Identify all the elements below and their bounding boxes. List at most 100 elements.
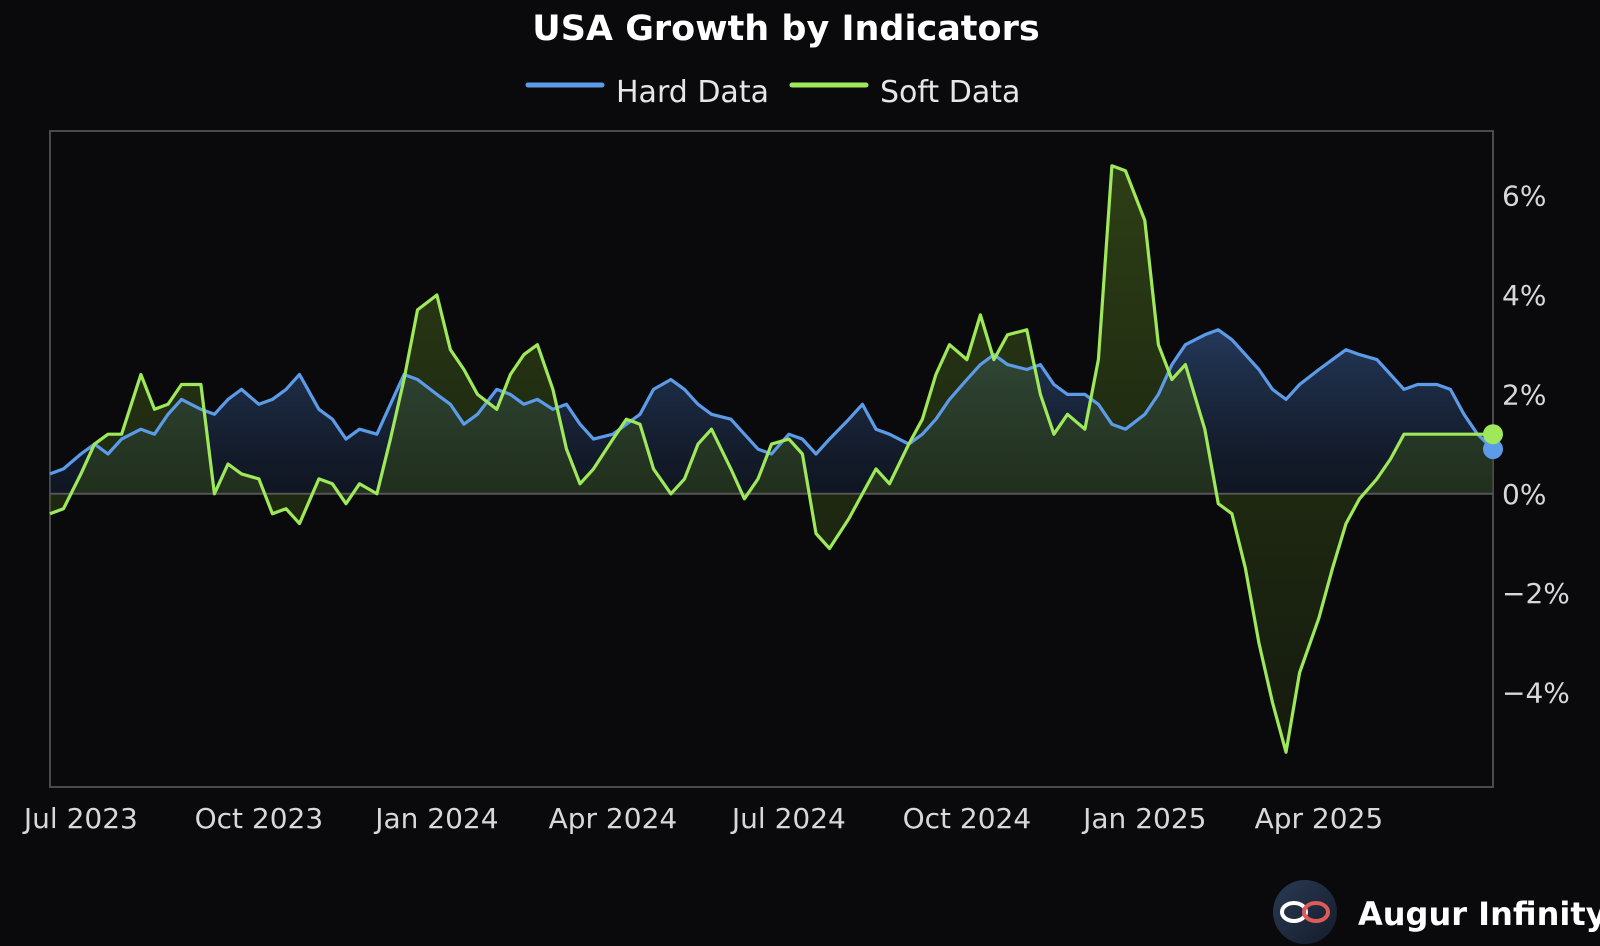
point-hard-data [788, 433, 790, 435]
point-hard-data [743, 433, 745, 435]
point-hard-data [299, 374, 301, 376]
point-soft-data [200, 384, 202, 386]
legend-label-hard-data: Hard Data [616, 75, 769, 110]
point-hard-data [848, 418, 850, 420]
point-hard-data [1039, 364, 1041, 366]
point-hard-data [935, 418, 937, 420]
point-soft-data [154, 408, 156, 410]
point-hard-data [1272, 388, 1274, 390]
point-hard-data [436, 393, 438, 395]
point-hard-data [1318, 369, 1320, 371]
point-soft-data [875, 468, 877, 470]
point-soft-data [1231, 513, 1233, 515]
point-soft-data [1376, 478, 1378, 480]
point-hard-data [241, 388, 243, 390]
point-hard-data [227, 398, 229, 400]
x-tick-label: Apr 2025 [1255, 802, 1384, 835]
point-hard-data [1204, 334, 1206, 336]
point-hard-data [1345, 349, 1347, 351]
point-soft-data [935, 374, 937, 376]
point-hard-data [697, 403, 699, 405]
point-hard-data [1463, 413, 1465, 415]
point-soft-data [496, 408, 498, 410]
point-soft-data [1125, 170, 1127, 172]
point-soft-data [593, 468, 595, 470]
point-soft-data [1144, 220, 1146, 222]
point-hard-data [1244, 354, 1246, 356]
point-hard-data [331, 418, 333, 420]
point-soft-data [167, 403, 169, 405]
point-hard-data [1285, 398, 1287, 400]
point-soft-data [477, 393, 479, 395]
point-soft-data [359, 483, 361, 485]
point-soft-data [1318, 617, 1320, 619]
point-soft-data [1477, 433, 1479, 435]
point-hard-data [566, 403, 568, 405]
point-hard-data [49, 473, 51, 475]
legend: Hard Data Soft Data [525, 75, 1020, 110]
point-soft-data [861, 493, 863, 495]
point-hard-data [107, 453, 109, 455]
point-soft-data [848, 518, 850, 520]
point-hard-data [496, 388, 498, 390]
y-tick-label: 4% [1502, 279, 1546, 312]
x-tick-label: Oct 2023 [195, 802, 324, 835]
area-soft-data [50, 165, 1493, 753]
point-hard-data [345, 438, 347, 440]
point-soft-data [121, 433, 123, 435]
point-hard-data [653, 388, 655, 390]
point-hard-data [1067, 393, 1069, 395]
point-hard-data [1097, 403, 1099, 405]
point-hard-data [730, 418, 732, 420]
y-tick-label: 2% [1502, 378, 1546, 411]
point-soft-data [49, 513, 51, 515]
point-hard-data [1231, 339, 1233, 341]
point-soft-data [227, 463, 229, 465]
x-tick-label: Jul 2024 [730, 802, 846, 835]
x-tick-label: Oct 2024 [903, 802, 1032, 835]
point-soft-data [80, 473, 82, 475]
point-soft-data [829, 548, 831, 550]
point-soft-data [1026, 329, 1028, 331]
x-axis-ticks: Jul 2023 Oct 2023 Jan 2024 Apr 2024 Jul 2024… [22, 802, 1383, 835]
point-hard-data [1217, 329, 1219, 331]
point-soft-data [258, 478, 260, 480]
point-soft-data [670, 493, 672, 495]
point-hard-data [1359, 354, 1361, 356]
point-hard-data [1053, 384, 1055, 386]
point-hard-data [875, 428, 877, 430]
point-soft-data [509, 374, 511, 376]
point-hard-data [509, 393, 511, 395]
point-soft-data [815, 533, 817, 535]
point-hard-data [1299, 384, 1301, 386]
point-hard-data [523, 403, 525, 405]
point-hard-data [477, 413, 479, 415]
point-hard-data [376, 433, 378, 435]
point-hard-data [829, 438, 831, 440]
series-lines [49, 164, 1495, 754]
point-hard-data [552, 408, 554, 410]
point-hard-data [861, 403, 863, 405]
point-soft-data [1084, 428, 1086, 430]
point-soft-data [1285, 751, 1287, 753]
point-soft-data [63, 508, 65, 510]
point-hard-data [1184, 344, 1186, 346]
infinity-icon [1280, 901, 1330, 923]
point-soft-data [1345, 523, 1347, 525]
point-soft-data [625, 418, 627, 420]
point-soft-data [639, 423, 641, 425]
point-soft-data [1097, 359, 1099, 361]
point-soft-data [612, 438, 614, 440]
point-hard-data [757, 448, 759, 450]
point-hard-data [181, 398, 183, 400]
point-hard-data [711, 413, 713, 415]
point-soft-data [684, 478, 686, 480]
point-soft-data [1204, 428, 1206, 430]
point-soft-data [376, 493, 378, 495]
point-soft-data [94, 443, 96, 445]
point-soft-data [1039, 393, 1041, 395]
point-soft-data [1449, 433, 1451, 435]
point-hard-data [318, 408, 320, 410]
point-hard-data [1417, 384, 1419, 386]
